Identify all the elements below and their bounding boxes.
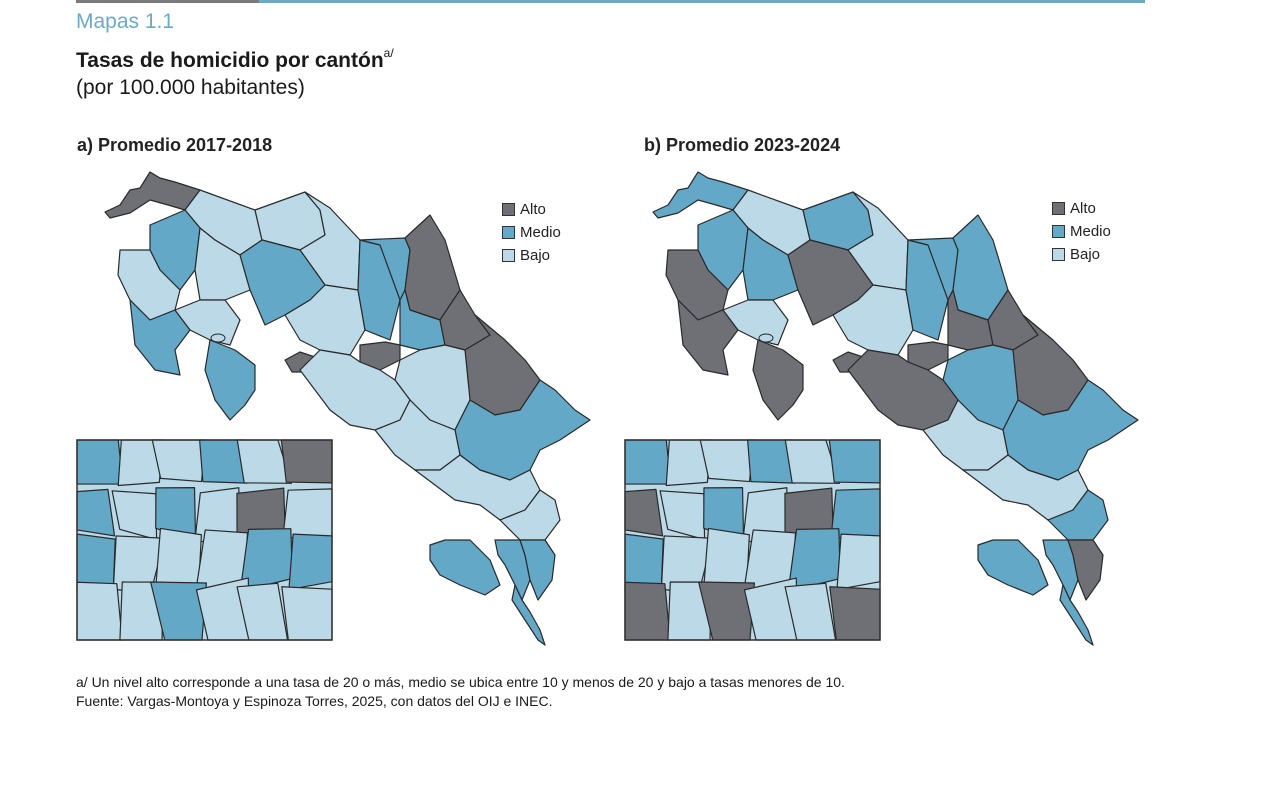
canton-region-corredores: [1067, 539, 1104, 601]
inset-canton: [836, 533, 881, 591]
canton-region-perez-z: [922, 399, 1009, 471]
panel-b-legend: Alto Medio Bajo: [1052, 197, 1111, 266]
header-rule-gray: [76, 0, 259, 3]
canton-region-nw-tip: [104, 171, 201, 219]
canton-region-perez-z: [374, 399, 461, 471]
canton-region-nicoya-tip: [204, 339, 256, 421]
figure-title: Tasas de homicidio por cantóna/: [76, 46, 394, 73]
inset-canton: [76, 488, 116, 537]
figure-notes: a/ Un nivel alto corresponde a una tasa …: [76, 673, 845, 711]
panel-a-legend: Alto Medio Bajo: [502, 198, 561, 267]
legend-item-alto: Alto: [502, 198, 561, 221]
inset-canton: [76, 439, 124, 485]
legend-label-bajo: Bajo: [1070, 246, 1101, 263]
legend-swatch-alto: [502, 203, 515, 216]
legend-label-alto: Alto: [520, 201, 546, 218]
header-rule-accent: [259, 0, 1145, 3]
inset-canton: [699, 439, 755, 483]
inset-canton: [624, 488, 664, 537]
figure-number: Mapas 1.1: [76, 10, 175, 33]
canton-region-guana-c: [742, 227, 799, 301]
canton-region-nicoya-tip: [752, 339, 804, 421]
legend-label-medio: Medio: [1070, 223, 1111, 240]
canton-region-nicoya-s: [129, 299, 191, 376]
canton-region-south-tail: [511, 584, 546, 646]
canton-region-nicoya-s: [677, 299, 739, 376]
canton-region-buenos-a: [414, 454, 541, 521]
panel-b-title: b) Promedio 2023-2024: [644, 135, 841, 155]
figure-title-footnote-ref: a/: [383, 46, 394, 60]
panel-a-title: a) Promedio 2017-2018: [77, 135, 273, 155]
legend-item-medio: Medio: [502, 221, 561, 244]
legend-swatch-bajo: [502, 249, 515, 262]
island-region: [758, 333, 774, 343]
source-note: Fuente: Vargas-Montoya y Espinoza Torres…: [76, 693, 553, 709]
figure-title-text: Tasas de homicidio por cantón: [76, 49, 384, 72]
inset-canton: [828, 439, 881, 484]
legend-item-medio: Medio: [1052, 220, 1111, 243]
panel-b-map: [624, 171, 1139, 646]
legend-label-bajo: Bajo: [520, 247, 551, 264]
figure-subtitle: (por 100.000 habitantes): [76, 76, 305, 99]
legend-swatch-medio: [502, 226, 515, 239]
panel-a-map: [76, 171, 591, 646]
canton-region-gulf-n: [722, 299, 789, 346]
canton-region-nw-tip: [652, 171, 749, 219]
canton-region-pacific-c: [299, 349, 411, 431]
inset-frame: [624, 439, 881, 641]
canton-region-buenos-a: [962, 454, 1089, 521]
legend-swatch-medio: [1052, 225, 1065, 238]
canton-region-gulf-n: [174, 299, 241, 346]
canton-region-guana-c: [194, 227, 251, 301]
legend-swatch-bajo: [1052, 248, 1065, 261]
legend-item-bajo: Bajo: [1052, 243, 1111, 266]
canton-region-corredores: [519, 539, 556, 601]
inset-canton: [76, 581, 123, 641]
footnote: a/ Un nivel alto corresponde a una tasa …: [76, 674, 845, 690]
legend-label-medio: Medio: [520, 224, 561, 241]
island-region: [210, 333, 226, 343]
canton-region-south-tail: [1059, 584, 1094, 646]
inset-canton: [151, 439, 207, 483]
inset-map-gam: [76, 439, 333, 641]
legend-label-alto: Alto: [1070, 200, 1096, 217]
legend-item-bajo: Bajo: [502, 244, 561, 267]
inset-canton: [624, 439, 672, 485]
inset-canton: [829, 586, 881, 641]
canton-region-pacific-c: [847, 349, 959, 431]
canton-region-osa: [977, 539, 1049, 596]
inset-canton: [288, 533, 333, 591]
canton-region-osa: [429, 539, 501, 596]
inset-canton: [624, 581, 671, 641]
legend-swatch-alto: [1052, 202, 1065, 215]
legend-item-alto: Alto: [1052, 197, 1111, 220]
inset-canton: [280, 439, 333, 484]
inset-frame: [76, 439, 333, 641]
inset-map-gam: [624, 439, 881, 641]
inset-canton: [281, 586, 333, 641]
